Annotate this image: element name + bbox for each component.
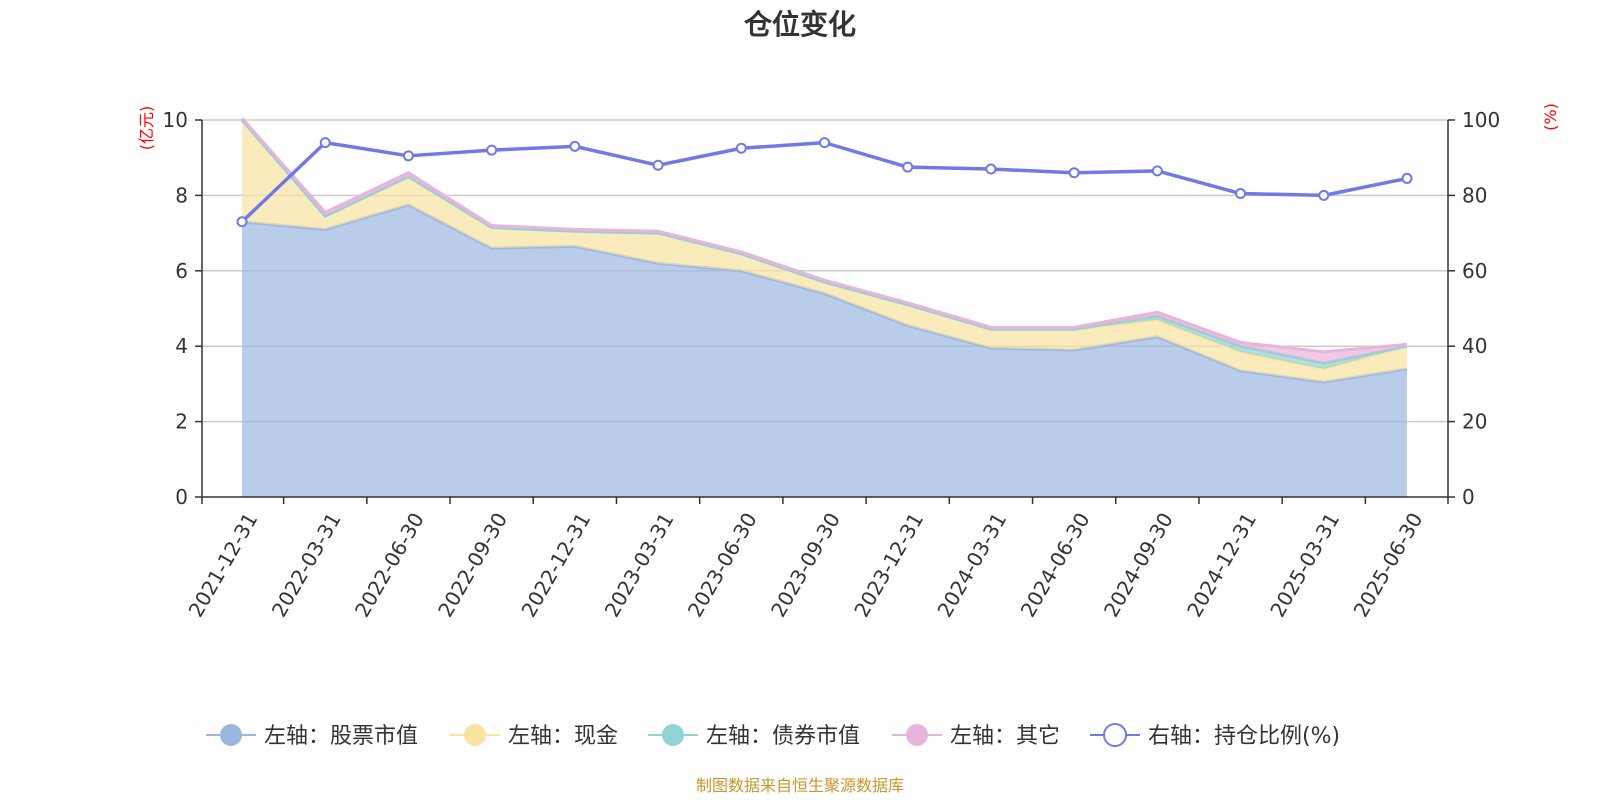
x-tick-label: 2022-03-31 bbox=[267, 509, 346, 622]
legend[interactable]: 左轴：股票市值 左轴：现金 左轴：债券市值 左轴：其它 右轴：持仓比例(%) bbox=[206, 723, 1340, 749]
x-tick-label: 2025-03-31 bbox=[1265, 509, 1344, 622]
legend-marker bbox=[1103, 723, 1127, 747]
area-左轴：股票市值 bbox=[242, 204, 1407, 497]
right-tick-label: 20 bbox=[1462, 410, 1487, 434]
legend-label: 左轴：其它 bbox=[950, 724, 1060, 749]
x-tick-label: 2024-03-31 bbox=[932, 509, 1011, 622]
x-tick-label: 2022-09-30 bbox=[433, 508, 512, 621]
ratio-point bbox=[819, 137, 830, 149]
ratio-point bbox=[236, 216, 248, 228]
area-edge-左轴：其它 bbox=[240, 117, 1408, 354]
ratio-line bbox=[236, 137, 1413, 228]
legend-label: 左轴：现金 bbox=[508, 724, 618, 749]
right-tick-label: 0 bbox=[1462, 485, 1475, 509]
x-tick-label: 2023-09-30 bbox=[766, 509, 845, 622]
x-tick-label: 2022-06-30 bbox=[350, 509, 429, 622]
ratio-point bbox=[735, 142, 747, 154]
left-tick-label: 0 bbox=[175, 485, 188, 509]
x-tick-label: 2024-09-30 bbox=[1099, 509, 1178, 622]
right-tick-label: 60 bbox=[1462, 259, 1487, 283]
left-axis-unit: (亿元) bbox=[137, 106, 156, 151]
x-tick-label: 2023-03-31 bbox=[600, 509, 679, 622]
ratio-point bbox=[902, 161, 914, 173]
legend-label: 左轴：股票市值 bbox=[264, 724, 418, 749]
legend-marker bbox=[464, 724, 486, 746]
left-tick-label: 6 bbox=[175, 259, 188, 283]
ratio-point bbox=[1401, 172, 1413, 184]
x-tick-label: 2024-06-30 bbox=[1016, 509, 1095, 622]
right-axis-unit: (%) bbox=[1541, 103, 1560, 131]
left-tick-label: 4 bbox=[175, 334, 188, 358]
stacked-areas bbox=[240, 117, 1408, 497]
ratio-point bbox=[569, 140, 581, 152]
source-note: 制图数据来自恒生聚源数据库 bbox=[696, 776, 904, 795]
x-tick-label: 2022-12-31 bbox=[516, 509, 595, 622]
ratio-point bbox=[652, 159, 664, 171]
x-tick-label: 2025-06-30 bbox=[1349, 509, 1428, 622]
x-tick-label: 2023-12-31 bbox=[849, 509, 928, 622]
legend-marker bbox=[220, 724, 242, 746]
ratio-point bbox=[402, 150, 414, 162]
ratio-point bbox=[1151, 165, 1163, 177]
ratio-point bbox=[319, 137, 331, 149]
chart-title: 仓位变化 bbox=[744, 8, 856, 41]
x-tick-label: 2023-06-30 bbox=[683, 509, 762, 622]
ratio-point bbox=[1235, 188, 1247, 200]
left-tick-label: 10 bbox=[163, 108, 188, 132]
ratio-point bbox=[486, 144, 498, 156]
ratio-point bbox=[1318, 189, 1330, 201]
right-tick-label: 80 bbox=[1462, 183, 1487, 207]
ratio-point bbox=[985, 163, 997, 175]
x-tick-label: 2021-12-31 bbox=[184, 509, 263, 622]
right-tick-label: 40 bbox=[1462, 334, 1487, 358]
ratio-point bbox=[1068, 167, 1080, 179]
legend-label: 右轴：持仓比例(%) bbox=[1148, 724, 1340, 749]
legend-marker bbox=[906, 724, 928, 746]
x-tick-label: 2024-12-31 bbox=[1182, 509, 1261, 622]
left-tick-label: 8 bbox=[175, 183, 188, 207]
left-tick-label: 2 bbox=[175, 410, 188, 434]
legend-label: 左轴：债券市值 bbox=[706, 724, 860, 749]
legend-marker bbox=[662, 724, 684, 746]
right-tick-label: 100 bbox=[1462, 108, 1500, 132]
